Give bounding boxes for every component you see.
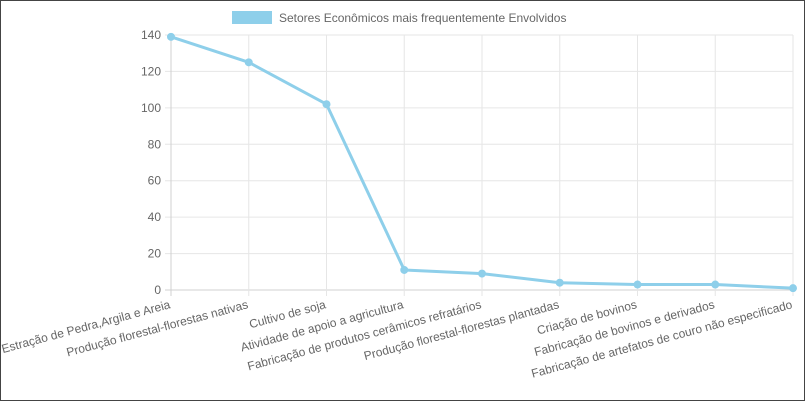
data-point[interactable] [633, 280, 642, 289]
legend[interactable]: Setores Econômicos mais frequentemente E… [232, 11, 566, 25]
y-axis-ticks: 0 20 40 60 80 100 120 140 [141, 28, 161, 297]
data-point[interactable] [555, 278, 564, 287]
data-point[interactable] [400, 265, 409, 274]
y-tick-label: 120 [141, 64, 161, 78]
legend-swatch [232, 11, 272, 24]
y-tick-label: 140 [141, 28, 161, 42]
x-axis-ticks: Estração de Pedra,Argila e AreiaProdução… [1, 297, 794, 380]
data-point[interactable] [478, 269, 486, 278]
data-point[interactable] [789, 284, 797, 293]
y-tick-label: 40 [148, 210, 162, 224]
grid [165, 34, 794, 296]
data-point[interactable] [167, 32, 175, 41]
y-tick-label: 0 [154, 283, 161, 297]
series-layer [167, 32, 797, 293]
y-tick-label: 80 [148, 137, 162, 151]
y-tick-label: 20 [148, 247, 162, 261]
data-point[interactable] [322, 100, 331, 109]
legend-label: Setores Econômicos mais frequentemente E… [279, 11, 566, 25]
y-tick-label: 60 [148, 174, 162, 188]
data-point[interactable] [711, 280, 720, 289]
data-point[interactable] [244, 58, 253, 67]
y-tick-label: 100 [141, 101, 161, 115]
